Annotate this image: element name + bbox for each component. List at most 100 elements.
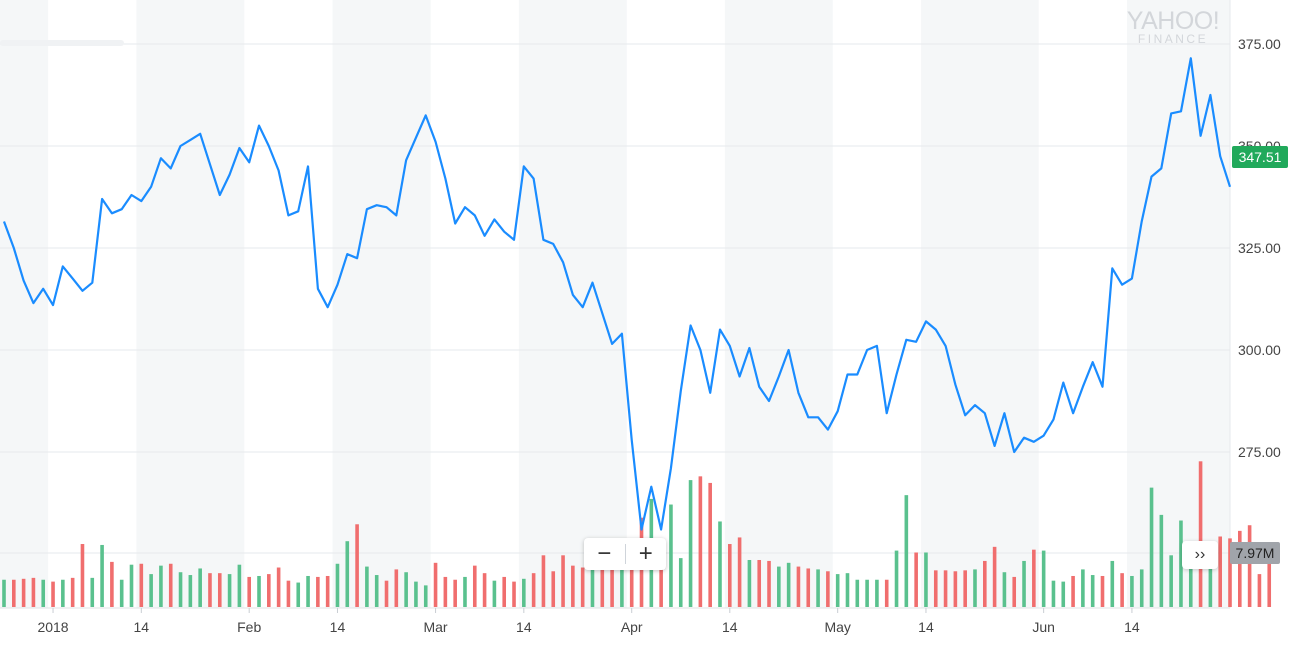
- volume-bar: [1179, 520, 1183, 607]
- volume-bar: [767, 560, 771, 607]
- x-tick-label: Feb: [237, 619, 261, 635]
- volume-bar: [620, 565, 624, 607]
- volume-bar: [1188, 546, 1193, 607]
- volume-bar: [571, 565, 575, 607]
- volume-bar: [12, 579, 16, 607]
- volume-bar: [1208, 546, 1213, 607]
- x-tick-label: Apr: [621, 619, 643, 635]
- zoom-separator: [624, 544, 626, 564]
- volume-bar: [1071, 575, 1075, 607]
- volume-bar: [678, 558, 683, 607]
- volume-bar: [835, 574, 840, 607]
- volume-bar: [688, 480, 693, 607]
- background-band: [332, 0, 431, 608]
- volume-bar: [1061, 581, 1066, 607]
- volume-bar: [826, 571, 830, 607]
- volume-bar: [482, 573, 487, 607]
- volume-bar: [119, 579, 124, 607]
- volume-bar: [472, 565, 477, 607]
- volume-bar: [374, 575, 379, 607]
- volume-bar: [1120, 573, 1124, 607]
- volume-bar: [659, 538, 663, 607]
- y-tick-label: 375.00: [1238, 36, 1281, 52]
- volume-bar: [1051, 580, 1056, 607]
- volume-bar: [806, 568, 811, 607]
- background-band: [136, 0, 245, 608]
- volume-bar: [1149, 487, 1154, 607]
- volume-bar: [845, 573, 850, 607]
- volume-bar: [1081, 569, 1085, 607]
- volume-bar: [1032, 549, 1036, 607]
- top-tab-indicator[interactable]: [0, 40, 124, 46]
- volume-bar: [894, 550, 899, 607]
- volume-bar: [365, 566, 369, 607]
- volume-bar: [149, 574, 153, 607]
- volume-bar: [178, 572, 183, 607]
- volume-bar: [875, 579, 879, 607]
- volume-bar: [531, 573, 536, 607]
- volume-bar: [1100, 575, 1105, 607]
- volume-bar: [992, 546, 997, 607]
- volume-bar: [884, 579, 889, 607]
- volume-bar: [41, 579, 46, 607]
- x-tick-label: 14: [134, 619, 150, 635]
- volume-bar: [816, 569, 820, 607]
- volume-bar: [1257, 574, 1262, 607]
- volume-bar: [747, 560, 752, 607]
- background-bands: [0, 0, 1230, 608]
- volume-bar: [345, 541, 350, 607]
- volume-bar: [110, 561, 114, 607]
- volume-bar: [217, 573, 222, 607]
- volume-bar: [2, 579, 6, 607]
- x-tick-label: 2018: [37, 619, 68, 635]
- volume-bar: [904, 495, 909, 607]
- volume-bar: [698, 476, 703, 607]
- volume-bar: [414, 581, 418, 607]
- volume-badge-label: 7.97M: [1236, 545, 1275, 561]
- volume-bar: [237, 564, 242, 607]
- volume-badge: [1230, 542, 1280, 564]
- volume-bar: [80, 544, 85, 607]
- volume-bar: [1238, 530, 1242, 607]
- zoom-in-button[interactable]: +: [638, 540, 653, 567]
- volume-bar: [384, 580, 389, 607]
- volume-bar: [423, 585, 428, 607]
- volume-bar: [247, 576, 251, 607]
- badges: 347.51 7.97M: [1230, 146, 1288, 564]
- volume-bar: [933, 570, 938, 607]
- volume-bar: [1110, 560, 1115, 607]
- volume-bar: [1267, 556, 1272, 607]
- x-tick-label: Mar: [423, 619, 447, 635]
- volume-bars: [2, 461, 1272, 607]
- volume-bar: [522, 578, 526, 607]
- volume-bar: [335, 563, 340, 607]
- volume-bar: [1198, 461, 1203, 607]
- volume-bar: [129, 564, 134, 607]
- background-band: [518, 0, 627, 608]
- volume-bar: [855, 579, 860, 607]
- volume-bar: [737, 537, 742, 607]
- volume-bar: [973, 569, 977, 607]
- x-tick-label: Jun: [1032, 619, 1055, 635]
- volume-bar: [580, 567, 585, 607]
- price-series-line: [2, 57, 1232, 531]
- volume-bar: [629, 569, 634, 607]
- x-tick-label: 14: [330, 619, 346, 635]
- background-band: [1127, 0, 1230, 608]
- volume-bar: [718, 521, 722, 607]
- volume-bar: [286, 580, 291, 607]
- volume-bar: [61, 579, 65, 607]
- volume-bar: [590, 559, 595, 607]
- zoom-out-button[interactable]: −: [597, 540, 612, 567]
- volume-bar: [316, 576, 320, 607]
- volume-bar: [561, 555, 565, 607]
- volume-bar: [168, 563, 173, 607]
- volume-bar: [796, 566, 801, 607]
- price-badge: [1232, 146, 1288, 168]
- expand-more-button[interactable]: ››: [1182, 541, 1218, 569]
- volume-bar: [267, 574, 271, 607]
- volume-bar: [757, 560, 762, 607]
